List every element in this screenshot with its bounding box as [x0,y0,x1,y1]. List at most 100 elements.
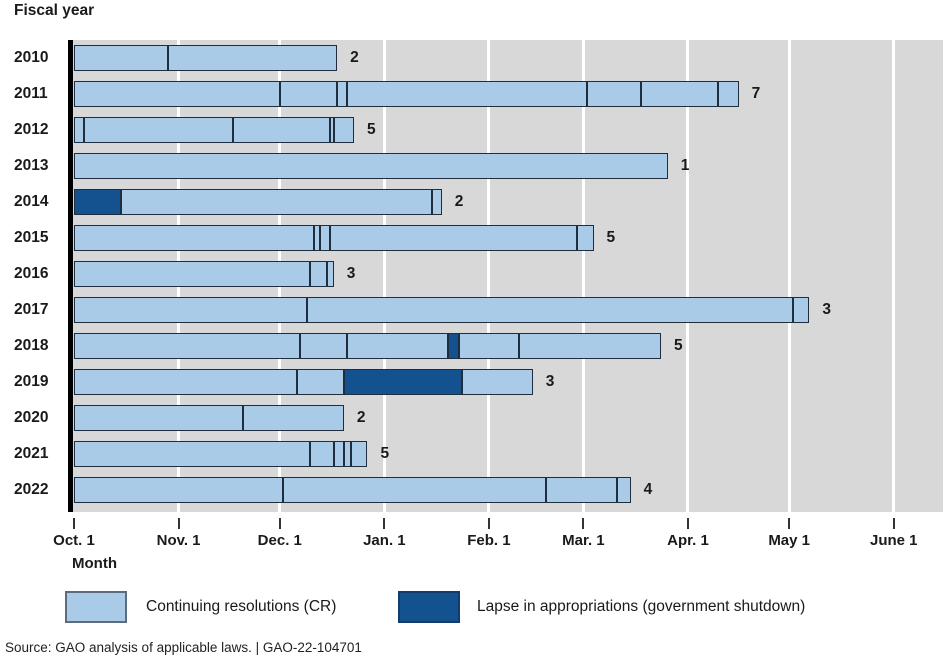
gridline [892,40,896,512]
bar-segment-cr-2011 [337,81,348,107]
axis-tick-label: June 1 [869,532,918,549]
axis-tick-label: Apr. 1 [667,532,709,549]
bar-segment-cr-2020 [242,405,344,431]
cr-count-2019: 3 [545,373,555,390]
gridline [686,40,690,512]
axis-tick [582,518,585,529]
bar-segment-cr-2012 [84,117,233,143]
year-label-2011: 2011 [14,85,48,102]
cr-count-2012: 5 [367,121,376,138]
axis-tick [278,518,281,529]
legend-label-cr: Continuing resolutions (CR) [146,598,337,615]
bar-segment-cr-2021 [333,441,344,467]
bar-segment-cr-2021 [343,441,351,467]
year-label-2010: 2010 [14,49,49,66]
bar-segment-cr-2021 [74,441,311,467]
bar-segment-cr-2011 [74,81,280,107]
cr-count-2016: 3 [346,265,356,282]
year-label-2019: 2019 [14,373,49,390]
y-axis-line [68,40,73,512]
bar-segment-lapse-2018 [448,333,459,359]
axis-tick-label: Jan. 1 [363,532,406,549]
bar-segment-cr-2015 [330,225,577,251]
bar-segment-cr-2021 [350,441,368,467]
bar-segment-cr-2011 [718,81,739,107]
axis-tick [73,518,75,529]
bar-segment-cr-2014 [431,189,442,215]
bar-segment-cr-2011 [640,81,719,107]
axis-tick-label: May 1 [768,532,811,549]
bar-segment-lapse-2014 [74,189,122,215]
cr-count-2013: 1 [680,157,690,174]
legend-swatch-lapse [398,591,460,623]
bar-segment-cr-2011 [279,81,338,107]
cr-count-2015: 5 [606,229,616,246]
bar-segment-cr-2017 [306,297,793,323]
bar-segment-cr-2013 [74,153,668,179]
bar-segment-cr-2019 [461,369,533,395]
bar-segment-cr-2016 [74,261,311,287]
axis-tick-label: Mar. 1 [562,532,605,549]
axis-tick-label: Feb. 1 [467,532,511,549]
axis-tick-label: Dec. 1 [257,532,302,549]
bar-segment-cr-2022 [74,477,284,503]
bar-segment-cr-2016 [327,261,334,287]
x-axis-title: Month [72,555,117,572]
bar-segment-cr-2018 [458,333,520,359]
bar-segment-cr-2021 [310,441,334,467]
bar-segment-cr-2012 [330,117,334,143]
bar-segment-cr-2019 [74,369,297,395]
cr-count-2018: 5 [673,337,683,354]
bar-segment-cr-2015 [313,225,321,251]
year-label-2020: 2020 [14,409,49,426]
bar-segment-cr-2017 [792,297,810,323]
cr-count-2020: 2 [356,409,366,426]
bar-segment-cr-2015 [74,225,314,251]
year-label-2012: 2012 [14,121,49,138]
bar-segment-cr-2011 [586,81,641,107]
cr-count-2014: 2 [454,193,464,210]
axis-tick [177,518,180,529]
cr-count-2021: 5 [380,445,390,462]
cr-count-2010: 2 [350,49,359,66]
gridline [487,40,491,512]
axis-tick [788,518,791,529]
axis-tick-label: Nov. 1 [156,532,201,549]
bar-segment-cr-2022 [546,477,618,503]
bar-segment-cr-2020 [74,405,243,431]
bar-segment-lapse-2019 [343,369,462,395]
legend-label-lapse: Lapse in appropriations (government shut… [477,598,806,615]
bar-segment-cr-2018 [347,333,449,359]
gridline [787,40,791,512]
bar-segment-cr-2015 [576,225,594,251]
year-label-2018: 2018 [14,337,49,354]
bar-segment-cr-2018 [74,333,301,359]
chart-title: Fiscal year [14,2,95,19]
year-label-2015: 2015 [14,229,49,246]
year-label-2013: 2013 [14,157,49,174]
cr-count-2022: 4 [643,481,653,498]
bar-segment-cr-2022 [283,477,547,503]
bar-segment-cr-2018 [300,333,348,359]
bar-segment-cr-2015 [320,225,331,251]
bar-segment-cr-2014 [121,189,432,215]
bar-segment-cr-2012 [333,117,354,143]
axis-tick [487,518,490,529]
axis-tick-label: Oct. 1 [53,532,95,549]
bar-segment-cr-2018 [519,333,661,359]
bar-segment-cr-2010 [168,45,338,71]
axis-tick [892,518,895,529]
year-label-2021: 2021 [14,445,49,462]
cr-count-2017: 3 [822,301,832,318]
plot-area: 2 7 5 1 2 5 3 3 5 3 2 5 4 [73,40,943,512]
bar-segment-cr-2019 [296,369,344,395]
source-line: Source: GAO analysis of applicable laws.… [5,640,362,655]
bar-segment-cr-2012 [232,117,331,143]
bar-segment-cr-2017 [74,297,307,323]
bar-segment-cr-2010 [74,45,169,71]
cr-count-2011: 7 [751,85,761,102]
axis-tick [383,518,386,529]
year-label-2016: 2016 [14,265,49,282]
year-label-2017: 2017 [14,301,49,318]
gridline [581,40,585,512]
